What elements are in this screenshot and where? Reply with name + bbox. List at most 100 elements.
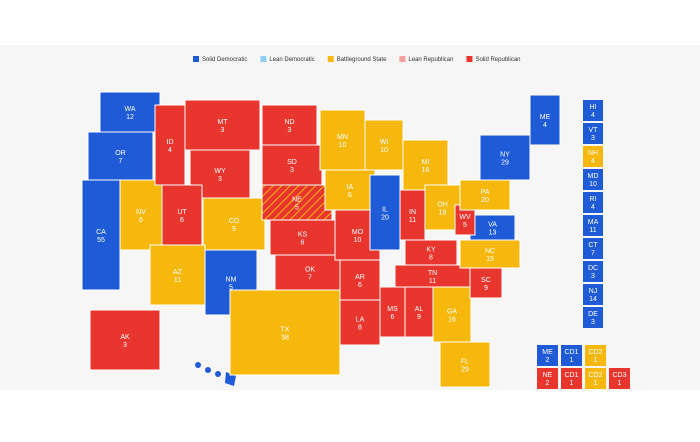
small-state-votes: 14	[589, 296, 597, 303]
district-tile	[561, 345, 582, 366]
legend-swatch	[327, 56, 334, 62]
district-abbr: NE	[543, 372, 553, 379]
state-votes: 6	[358, 282, 362, 289]
state	[229, 289, 341, 376]
state-abbr: AZ	[173, 269, 183, 276]
legend-swatch	[193, 56, 199, 62]
state-votes: 5	[463, 222, 467, 229]
district-abbr: CD2	[588, 372, 602, 379]
small-state-tile	[583, 100, 603, 121]
state	[87, 131, 154, 181]
district-abbr: CD1	[564, 349, 578, 356]
state-votes: 9	[484, 285, 488, 292]
state-abbr: VA	[488, 222, 497, 229]
state-votes: 4	[543, 122, 547, 129]
state-votes: 6	[391, 314, 395, 321]
state	[402, 139, 449, 191]
state-abbr: NC	[485, 248, 495, 255]
state-abbr: IL	[382, 207, 388, 214]
state-votes: 8	[429, 255, 433, 262]
state-abbr: IA	[347, 184, 354, 191]
state-votes: 5	[295, 205, 299, 212]
state-abbr: IN	[409, 209, 416, 216]
state-votes: 29	[461, 367, 469, 374]
state-votes: 18	[439, 210, 447, 217]
small-state-votes: 7	[591, 250, 595, 257]
small-state-tile	[583, 261, 603, 282]
state-abbr: MS	[387, 306, 398, 313]
state-abbr: MT	[217, 119, 228, 126]
district-tile	[585, 345, 606, 366]
state-abbr: NY	[500, 152, 510, 159]
district-votes: 1	[618, 380, 622, 387]
state-votes: 5	[229, 285, 233, 292]
state-abbr: MI	[422, 159, 430, 166]
state	[424, 184, 461, 231]
small-state-abbr: DC	[588, 265, 598, 272]
legend-swatch	[260, 56, 267, 62]
district-votes: 2	[546, 380, 550, 387]
state	[319, 109, 366, 171]
small-state-abbr: HI	[590, 104, 597, 111]
state-votes: 3	[288, 127, 292, 134]
small-state-tile	[583, 307, 603, 328]
small-state-tile	[583, 123, 603, 144]
small-state-tile	[583, 169, 603, 190]
state-votes: 9	[232, 226, 236, 233]
legend-label: Battleground State	[337, 57, 387, 63]
district-tile	[609, 368, 630, 389]
state	[261, 184, 333, 221]
state-votes: 15	[486, 256, 494, 263]
state-votes: 11	[174, 277, 181, 284]
state-votes: 10	[354, 237, 362, 244]
state-abbr: AK	[120, 334, 130, 341]
district-abbr: CD3	[612, 372, 626, 379]
state-votes: 20	[481, 197, 489, 204]
state-votes: 11	[429, 278, 436, 285]
state-abbr: NE	[292, 197, 302, 204]
district-abbr: CD1	[564, 372, 578, 379]
state	[161, 184, 203, 246]
small-state-tile	[583, 215, 603, 236]
state-votes: 20	[381, 215, 389, 222]
state-abbr: MN	[337, 134, 348, 141]
state	[269, 219, 336, 256]
state-votes: 6	[180, 217, 184, 224]
small-state-abbr: RI	[590, 196, 597, 203]
state-abbr: TX	[281, 327, 290, 334]
state-abbr: CO	[229, 218, 240, 225]
district-tile	[585, 368, 606, 389]
legend-label: Lean Democratic	[269, 57, 314, 63]
state	[369, 174, 401, 251]
state	[119, 179, 163, 251]
state-votes: 9	[417, 314, 421, 321]
small-state-tile	[583, 238, 603, 259]
small-state-abbr: NH	[588, 150, 598, 157]
district-abbr: CD2	[588, 349, 602, 356]
state-votes: 10	[339, 142, 347, 149]
state-votes: 12	[126, 114, 134, 121]
small-state-abbr: NJ	[589, 288, 598, 295]
state-abbr: WY	[214, 168, 226, 175]
state	[469, 214, 516, 241]
state-votes: 4	[168, 147, 172, 154]
state-abbr: ID	[167, 139, 174, 146]
state-abbr: ND	[284, 119, 294, 126]
state	[261, 104, 318, 146]
state	[274, 254, 346, 291]
small-state-votes: 3	[591, 135, 595, 142]
state	[479, 134, 531, 181]
district-votes: 2	[546, 357, 550, 364]
state-votes: 16	[448, 317, 456, 324]
small-state-votes: 4	[591, 158, 595, 165]
small-state-abbr: CT	[588, 242, 598, 249]
state-votes: 6	[301, 240, 305, 247]
legend-label: Solid Democratic	[202, 57, 247, 63]
district-tile	[537, 345, 558, 366]
state	[202, 197, 266, 251]
state-abbr: PA	[481, 189, 490, 196]
state-votes: 7	[119, 158, 123, 165]
state-votes: 29	[501, 160, 509, 167]
state	[459, 179, 511, 211]
